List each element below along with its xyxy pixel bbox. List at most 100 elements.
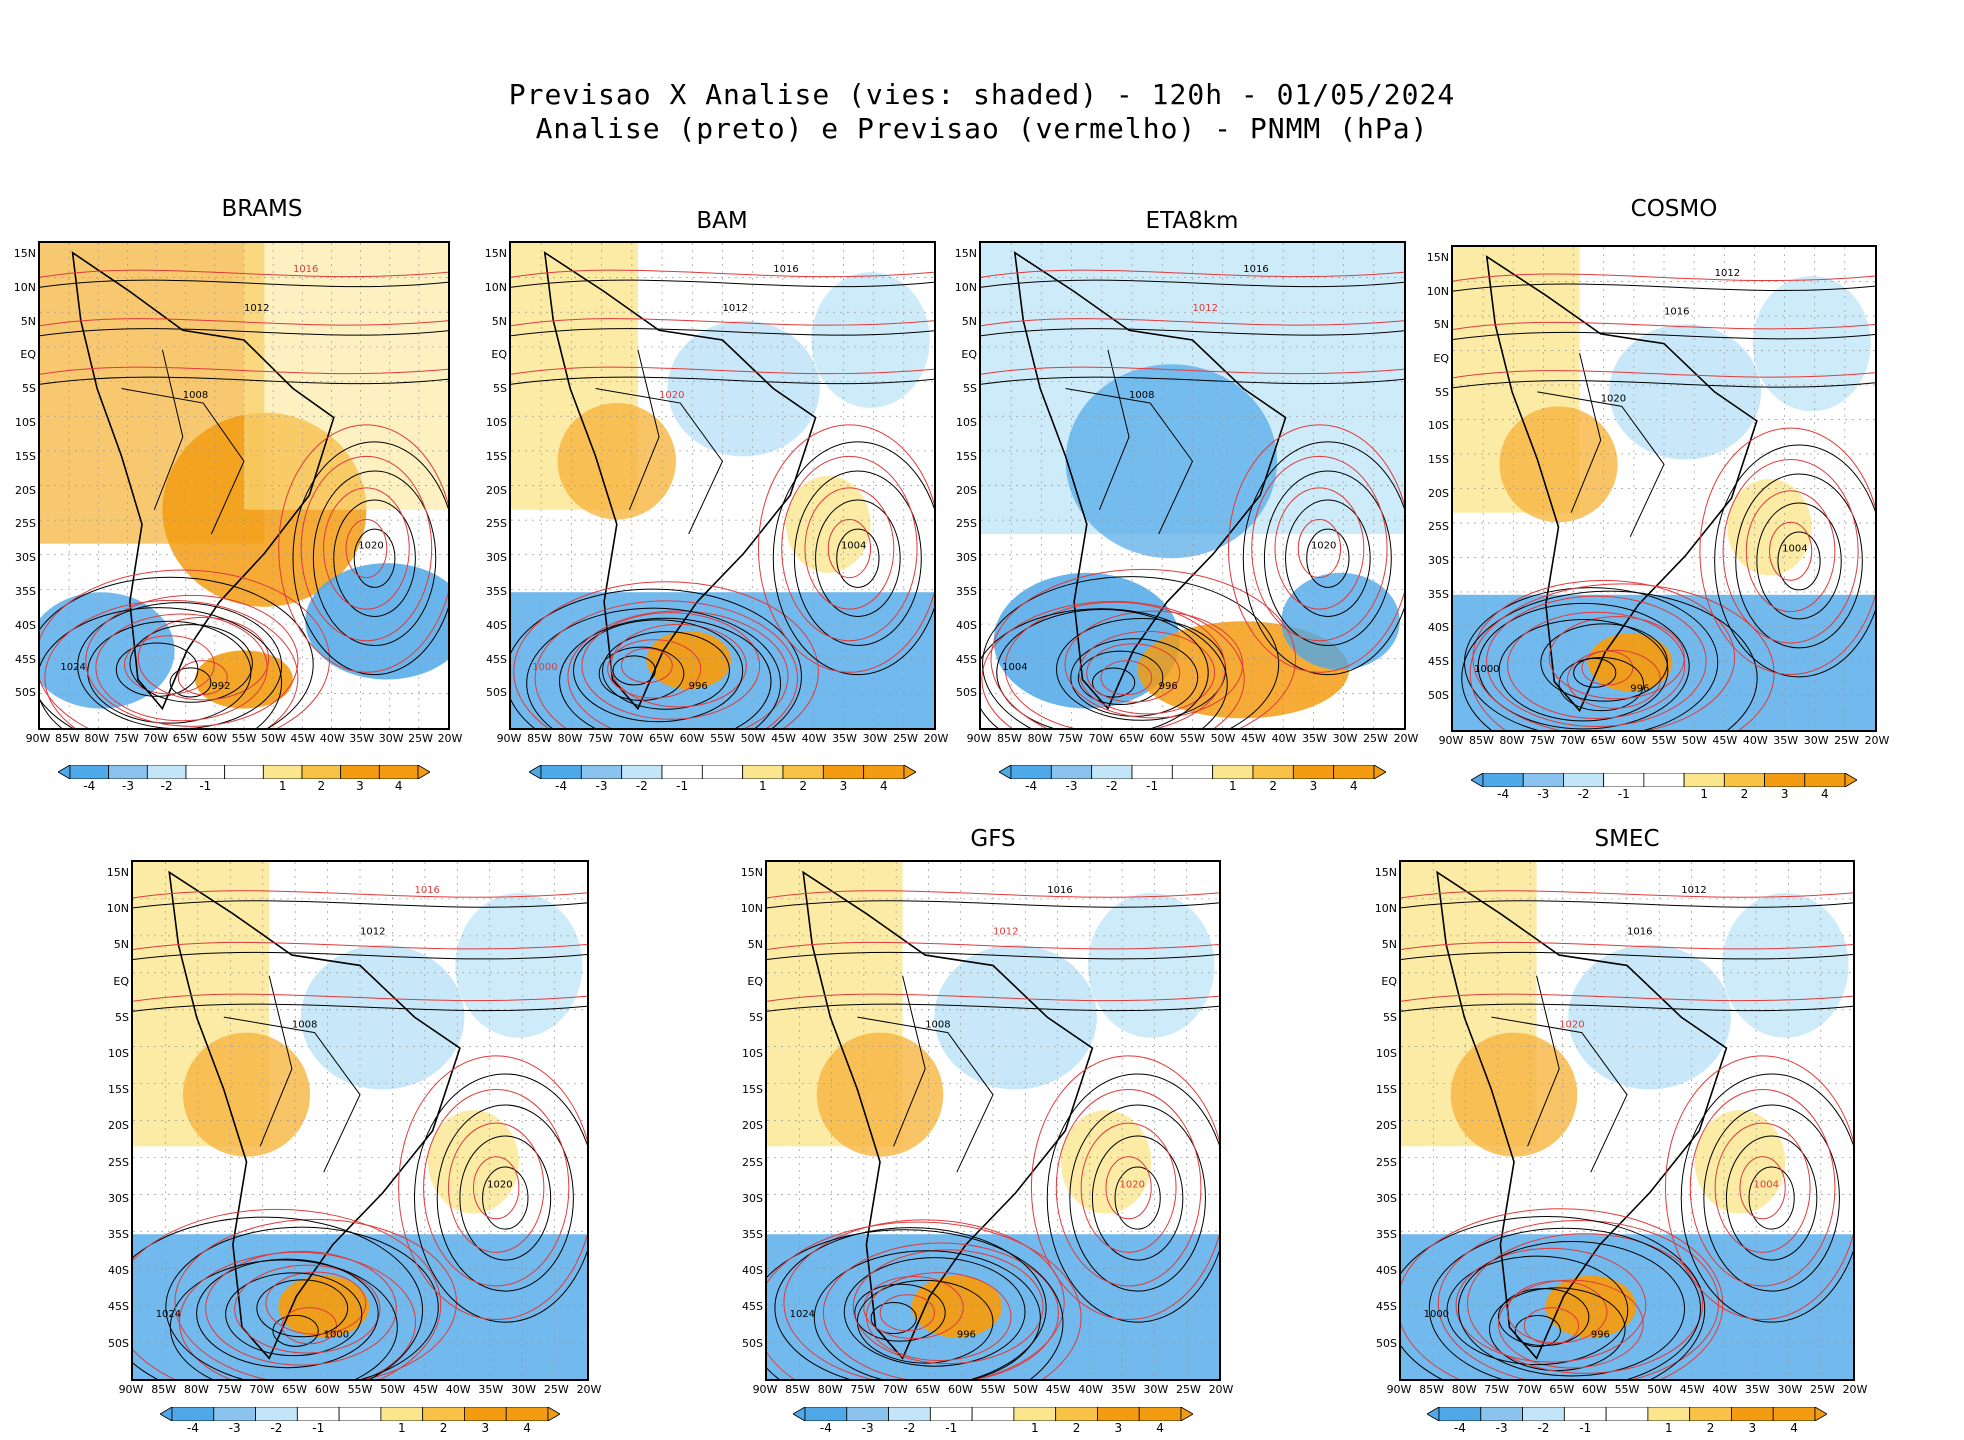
- colorbar-arrow-left: [529, 765, 541, 779]
- colorbar-label: 2: [1067, 1421, 1087, 1435]
- colorbar-segment: [506, 1407, 548, 1421]
- lat-tick-label: 40S: [729, 1264, 763, 1277]
- lon-tick-label: 80W: [82, 732, 112, 745]
- lon-tick-label: 80W: [555, 732, 585, 745]
- warm-bias-region: [183, 1033, 310, 1157]
- lon-tick-label: 75W: [586, 732, 616, 745]
- colorbar-segment: [541, 765, 581, 779]
- contour-label: 1008: [183, 390, 208, 401]
- lon-tick-label: 50W: [1645, 1383, 1675, 1396]
- colorbar-label: -1: [1614, 787, 1634, 801]
- colorbar-label: 4: [1150, 1421, 1170, 1435]
- lon-tick-label: 35W: [1300, 732, 1330, 745]
- contour-label: 992: [211, 681, 230, 692]
- contour-label: 996: [689, 681, 708, 692]
- lon-tick-label: 50W: [1208, 732, 1238, 745]
- panel-title-brams: BRAMS: [142, 196, 382, 222]
- map-gfs: 1016 1012 1008 1020 1024 996: [765, 860, 1221, 1381]
- lat-tick-label: 40S: [95, 1264, 129, 1277]
- lon-tick-label: 35W: [830, 732, 860, 745]
- lat-tick-label: 50S: [95, 1337, 129, 1350]
- lat-tick-label: 20S: [1415, 487, 1449, 500]
- lat-tick-label: 45S: [1415, 655, 1449, 668]
- lat-tick-label: 45S: [2, 653, 36, 666]
- contour-label: 1004: [841, 541, 866, 552]
- colorbar-label: 2: [793, 779, 813, 793]
- colorbar-segment: [783, 765, 823, 779]
- lat-tick-label: 10S: [1415, 419, 1449, 432]
- colorbar-label: 1: [392, 1421, 412, 1435]
- lon-tick-label: 30W: [1775, 1383, 1805, 1396]
- panel-title-cosmo: COSMO: [1554, 196, 1794, 222]
- colorbar-label: -2: [1574, 787, 1594, 801]
- lat-tick-label: EQ: [729, 975, 763, 988]
- lon-tick-label: 45W: [1043, 1383, 1073, 1396]
- lon-tick-label: 45W: [288, 732, 318, 745]
- lat-tick-label: 30S: [473, 551, 507, 564]
- colorbar-label: 3: [1108, 1421, 1128, 1435]
- colorbar-label: 1: [1025, 1421, 1045, 1435]
- lon-tick-label: 75W: [1482, 1383, 1512, 1396]
- contour-label: 1008: [292, 1019, 317, 1030]
- colorbar-label: 2: [311, 779, 331, 793]
- lon-tick-label: 45W: [1239, 732, 1269, 745]
- colorbar-segment: [847, 1407, 889, 1421]
- colorbar-segment: [972, 1407, 1014, 1421]
- colorbar-label: -3: [1533, 787, 1553, 801]
- lat-tick-label: 30S: [1363, 1192, 1397, 1205]
- contour-label: 1012: [1193, 303, 1218, 314]
- lat-tick-label: 50S: [943, 686, 977, 699]
- colorbar-segment: [1731, 1407, 1773, 1421]
- colorbar-segment: [109, 765, 148, 779]
- lon-tick-label: 20W: [1391, 732, 1421, 745]
- lon-tick-label: 40W: [799, 732, 829, 745]
- colorbar-label: 4: [1815, 787, 1835, 801]
- colorbar-arrow-left: [793, 1407, 805, 1421]
- colorbar-label: 1: [753, 779, 773, 793]
- colorbar-label: -2: [899, 1421, 919, 1435]
- lon-tick-label: 65W: [1117, 732, 1147, 745]
- colorbar-segment: [297, 1407, 339, 1421]
- lon-tick-label: 25W: [1173, 1383, 1203, 1396]
- lat-tick-label: 5S: [95, 1011, 129, 1024]
- lon-tick-label: 40W: [443, 1383, 473, 1396]
- lon-tick-label: 30W: [1330, 732, 1360, 745]
- colorbar-label: 1: [1694, 787, 1714, 801]
- contour-label: 1016: [1047, 885, 1072, 896]
- colorbar-label: -4: [183, 1421, 203, 1435]
- colorbar-segment: [1097, 1407, 1139, 1421]
- lon-tick-label: 25W: [541, 1383, 571, 1396]
- colorbar-segment: [1439, 1407, 1481, 1421]
- map-cosmo: 1012 1016 1020 1004 1000 996: [1451, 245, 1877, 732]
- lon-tick-label: 40W: [1740, 734, 1770, 747]
- panel-title-bam: BAM: [602, 208, 842, 234]
- lon-tick-label: 90W: [23, 732, 53, 745]
- lon-tick-label: 25W: [1807, 1383, 1837, 1396]
- contour-label: 1020: [659, 390, 684, 401]
- colorbar: -4 -3 -2 -1 1 2 3 4: [1471, 772, 1857, 806]
- lon-tick-label: 45W: [769, 732, 799, 745]
- lat-tick-label: 30S: [1415, 554, 1449, 567]
- contour-label: 1000: [324, 1330, 349, 1341]
- colorbar-label: -4: [79, 779, 99, 793]
- colorbar-segment: [1523, 773, 1563, 787]
- colorbar-label: -4: [1450, 1421, 1470, 1435]
- lon-tick-label: 85W: [149, 1383, 179, 1396]
- lat-tick-label: EQ: [1415, 352, 1449, 365]
- lat-tick-label: 15S: [95, 1083, 129, 1096]
- contour-label: 1024: [60, 662, 85, 673]
- contour-label: 1000: [1474, 664, 1499, 675]
- colorbar-segment: [889, 1407, 931, 1421]
- colorbar-segment: [1805, 773, 1845, 787]
- colorbar-segment: [662, 765, 702, 779]
- contour-label: 1020: [487, 1180, 512, 1191]
- colorbar-segment: [1604, 773, 1644, 787]
- colorbar-label: -3: [1492, 1421, 1512, 1435]
- lon-tick-label: 50W: [378, 1383, 408, 1396]
- lon-tick-label: 60W: [1147, 732, 1177, 745]
- lon-tick-label: 20W: [1862, 734, 1892, 747]
- colorbar: -4 -3 -2 -1 1 2 3 4: [529, 764, 916, 798]
- colorbar-arrow-left: [1471, 773, 1483, 787]
- lat-tick-label: 40S: [2, 619, 36, 632]
- colorbar-segment: [1606, 1407, 1648, 1421]
